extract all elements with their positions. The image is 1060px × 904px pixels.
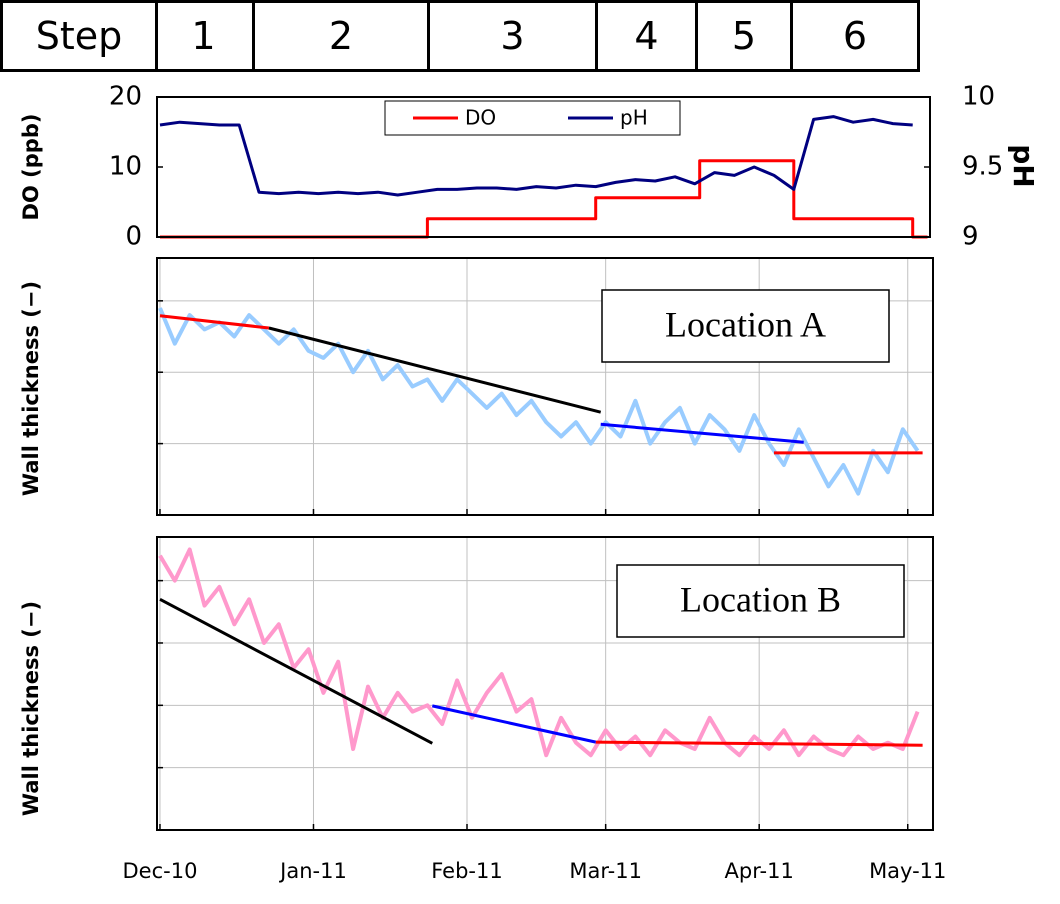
step-cell: 2 bbox=[255, 0, 430, 72]
y-tick-label: 10 bbox=[109, 152, 142, 182]
series-line bbox=[160, 159, 928, 239]
legend: DO pH bbox=[384, 100, 681, 136]
legend-label: DO bbox=[465, 106, 496, 130]
series-line bbox=[159, 314, 270, 330]
x-tick-label: Apr-11 bbox=[725, 859, 794, 883]
plot-frame bbox=[156, 536, 934, 831]
step-cell: 5 bbox=[698, 0, 793, 72]
series-line bbox=[595, 740, 923, 747]
x-tick-label: Feb-11 bbox=[431, 859, 502, 883]
series-line bbox=[159, 115, 913, 197]
annotation-box bbox=[616, 564, 905, 638]
y-axis-label: Wall thickness (−) bbox=[19, 281, 43, 496]
annotation-box bbox=[601, 289, 890, 363]
plot-frame bbox=[156, 96, 931, 238]
step-cell: 6 bbox=[793, 0, 920, 72]
series-line bbox=[268, 326, 602, 414]
annotation: Location B bbox=[616, 564, 905, 638]
y2-tick-label: 9 bbox=[962, 222, 979, 252]
y2-tick-label: 9.5 bbox=[962, 152, 1003, 182]
annotation-text: Location B bbox=[680, 579, 841, 619]
annotation: Location A bbox=[601, 289, 890, 363]
step-header: Step bbox=[0, 0, 158, 72]
series-line bbox=[431, 704, 597, 744]
step-cell: 1 bbox=[155, 0, 255, 72]
y-axis-label: DO (ppb) bbox=[19, 114, 43, 221]
step-cell: 3 bbox=[430, 0, 598, 72]
y2-axis-label: pH bbox=[1007, 144, 1040, 187]
series-line bbox=[158, 307, 920, 496]
y-axis-label: Wall thickness (−) bbox=[19, 601, 43, 816]
legend-label: pH bbox=[620, 106, 648, 130]
y-tick-label: 0 bbox=[125, 222, 142, 252]
series-line bbox=[159, 597, 434, 745]
y-tick-label: 20 bbox=[109, 82, 142, 112]
plot-frame bbox=[156, 257, 934, 516]
annotation-text: Location A bbox=[665, 304, 826, 344]
step-cell: 4 bbox=[598, 0, 698, 72]
x-tick-label: Dec-10 bbox=[123, 859, 198, 883]
x-tick-label: May-11 bbox=[869, 859, 946, 883]
x-tick-label: Mar-11 bbox=[569, 859, 642, 883]
y2-tick-label: 10 bbox=[962, 82, 995, 112]
x-tick-label: Jan-11 bbox=[278, 859, 347, 883]
series-line bbox=[600, 422, 804, 444]
